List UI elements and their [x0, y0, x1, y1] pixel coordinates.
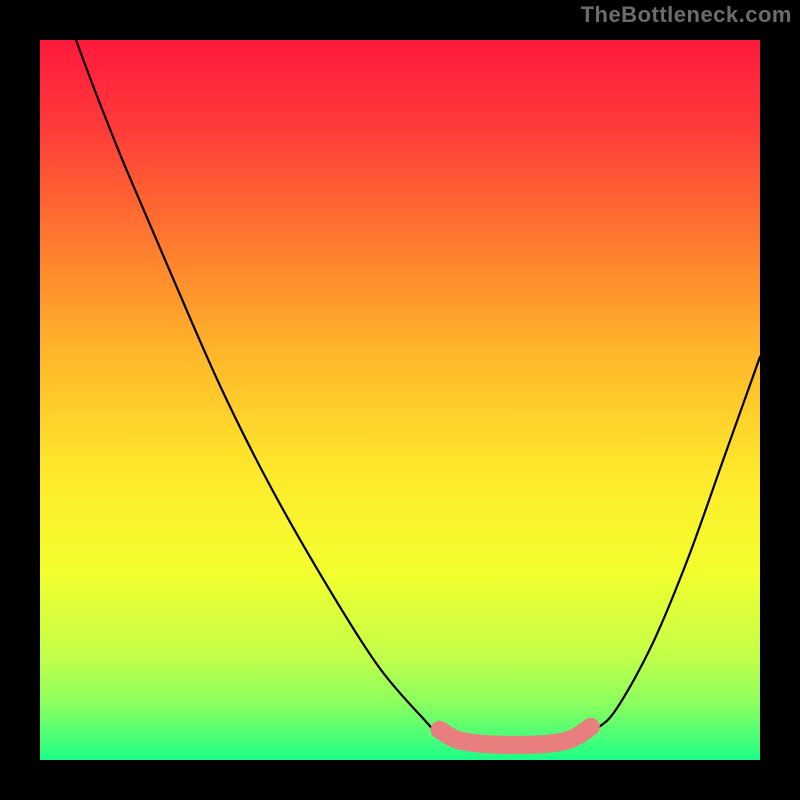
chart-svg: [40, 40, 760, 760]
plot-area: [40, 40, 760, 760]
chart-container: TheBottleneck.com: [0, 0, 800, 800]
plot-background: [40, 40, 760, 760]
watermark-text: TheBottleneck.com: [581, 2, 792, 28]
